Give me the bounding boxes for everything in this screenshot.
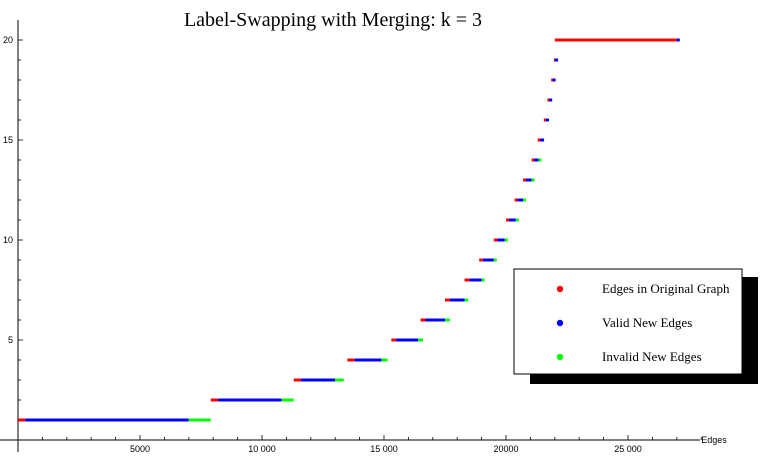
data-range (493, 258, 497, 262)
data-range (449, 298, 465, 302)
axes (0, 20, 700, 452)
data-range (445, 318, 450, 322)
data-range (481, 278, 485, 282)
data-range (523, 178, 527, 182)
data-range (534, 158, 539, 162)
data-range (515, 218, 519, 222)
legend-entry: Edges in Original Graph (556, 281, 730, 296)
x-tick-label: 20000 (493, 444, 518, 454)
legend-entry: Valid New Edges (556, 315, 692, 330)
legend-label: Edges in Original Graph (602, 281, 730, 296)
data-range (538, 158, 542, 162)
data-range (523, 198, 527, 202)
legend-marker (556, 285, 564, 293)
series-layer (18, 38, 680, 422)
data-range (547, 98, 551, 102)
data-range (391, 338, 397, 342)
data-range (506, 218, 509, 222)
data-range (25, 418, 189, 422)
data-range (531, 158, 535, 162)
chart-title: Label-Swapping with Merging: k = 3 (184, 9, 482, 31)
data-range (540, 138, 545, 142)
data-range (537, 138, 541, 142)
data-range (293, 378, 302, 382)
data-range (514, 198, 518, 202)
data-range (497, 238, 505, 242)
x-tick-label: 10 000 (248, 444, 276, 454)
data-range (381, 358, 388, 362)
legend-label: Invalid New Edges (602, 349, 702, 364)
data-range (218, 398, 282, 402)
y-ticks: 5 10 15 20 (3, 35, 23, 421)
data-range (347, 358, 355, 362)
x-ticks: 5000 10 000 15 000 20000 25 000 (42, 435, 702, 454)
data-range (210, 398, 219, 402)
x-tick-label: 15 000 (370, 444, 398, 454)
data-range (420, 318, 426, 322)
data-range (469, 278, 482, 282)
data-range (335, 378, 344, 382)
data-range (396, 338, 419, 342)
data-range (445, 298, 450, 302)
x-axis-label: Edges (701, 435, 727, 445)
data-range (555, 58, 559, 62)
data-range (281, 398, 294, 402)
data-range (526, 178, 532, 182)
data-range (425, 318, 445, 322)
data-range (188, 418, 211, 422)
legend-box (513, 268, 743, 375)
data-range (676, 38, 680, 42)
x-tick-label: 5000 (130, 444, 150, 454)
legend-marker (556, 353, 564, 361)
y-tick-label: 15 (3, 135, 13, 145)
legend-label: Valid New Edges (602, 315, 692, 330)
data-range (531, 178, 535, 182)
data-range (354, 358, 382, 362)
data-range (479, 258, 483, 262)
y-tick-label: 5 (8, 335, 13, 345)
y-tick-label: 20 (3, 35, 13, 45)
legend-entry: Invalid New Edges (556, 349, 702, 364)
data-range (482, 258, 494, 262)
series-invalid-new-edges (188, 158, 542, 422)
data-range (504, 238, 508, 242)
data-range (543, 118, 547, 122)
data-range (464, 278, 470, 282)
series-valid-new-edges (25, 38, 680, 422)
data-range (493, 238, 498, 242)
data-range (464, 298, 469, 302)
data-range (517, 198, 524, 202)
data-range (301, 378, 336, 382)
data-range (554, 38, 677, 42)
data-range (508, 218, 516, 222)
legend-marker (556, 319, 564, 327)
y-tick-label: 10 (3, 235, 13, 245)
x-tick-label: 25 000 (614, 444, 642, 454)
legend: Edges in Original Graph Valid New Edges In… (513, 268, 758, 384)
legend-entries: Edges in Original Graph Valid New Edges In… (556, 281, 730, 364)
data-range (18, 418, 26, 422)
data-range (549, 98, 553, 102)
data-range (552, 78, 556, 82)
data-range (418, 338, 424, 342)
data-range (545, 118, 549, 122)
